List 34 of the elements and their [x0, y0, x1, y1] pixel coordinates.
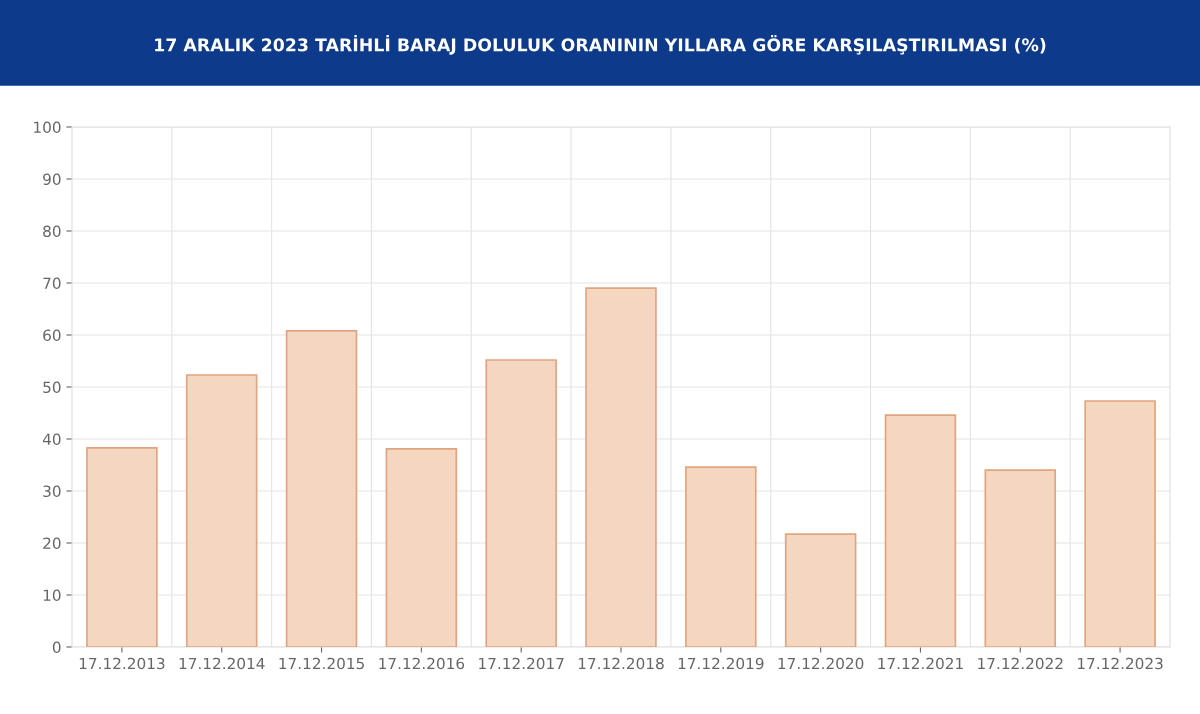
y-tick-label: 70 [43, 277, 61, 290]
y-tick-label: 80 [43, 225, 61, 238]
bar [86, 447, 158, 647]
x-tick-label: 17.12.2019 [678, 657, 764, 670]
y-tick-label: 20 [43, 537, 61, 550]
x-tick-label: 17.12.2017 [479, 657, 564, 670]
y-tick-label: 60 [43, 329, 61, 342]
bar [185, 374, 258, 647]
y-tick-label: 90 [43, 173, 61, 186]
x-tick-label: 17.12.2015 [279, 657, 364, 670]
y-tick-label: 0 [52, 641, 61, 654]
bar [385, 448, 458, 647]
x-tick-label: 17.12.2016 [379, 657, 465, 670]
x-tick-label: 17.12.2023 [1078, 657, 1163, 670]
y-tick-label: 40 [42, 433, 61, 446]
y-tick-label: 100 [34, 121, 61, 134]
bar [485, 359, 557, 647]
y-tick-label: 30 [43, 485, 61, 498]
bar [585, 287, 657, 647]
y-tick-label: 50 [43, 381, 61, 394]
x-tick-label: 17.12.2013 [79, 657, 165, 670]
x-tick-label: 17.12.2022 [978, 657, 1063, 670]
bar [1084, 400, 1156, 647]
x-tick-label: 17.12.2020 [778, 657, 864, 670]
bar [884, 414, 957, 647]
bar [685, 466, 757, 647]
x-tick-label: 17.12.2021 [878, 657, 963, 670]
y-tick-label: 10 [43, 589, 61, 602]
bar [784, 533, 857, 647]
x-tick-label: 17.12.2014 [179, 657, 265, 670]
bar [984, 469, 1057, 647]
x-tick-label: 17.12.2018 [578, 657, 664, 670]
chart-title: 17 ARALIK 2023 TARİHLİ BARAJ DOLULUK ORANININ YILLARA GÖRE KARŞILAŞTIRILMASI (%) [155, 35, 1046, 55]
bar [285, 330, 358, 647]
